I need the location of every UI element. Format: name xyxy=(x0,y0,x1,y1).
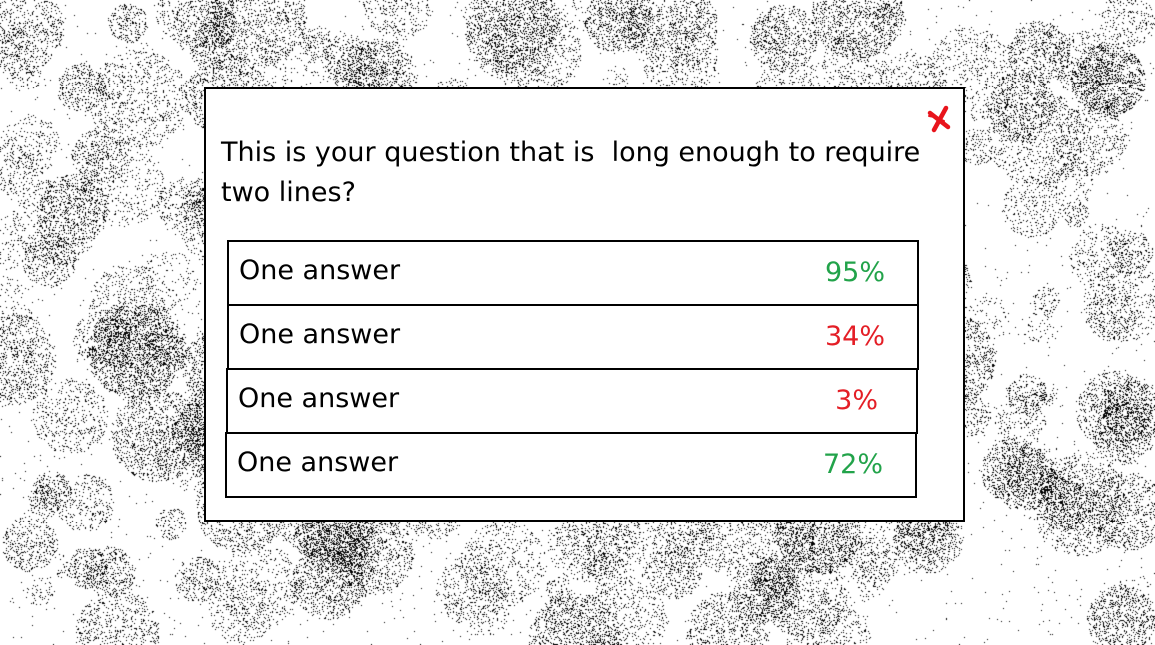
answer-option-4[interactable]: One answer 72% xyxy=(225,432,917,498)
answer-label: One answer xyxy=(237,447,399,478)
answer-percent: 34% xyxy=(824,321,885,352)
close-button[interactable] xyxy=(924,103,954,133)
question-text: This is your question that is long enoug… xyxy=(221,137,921,208)
answer-option-2[interactable]: One answer 34% xyxy=(227,304,919,370)
answer-percent: 95% xyxy=(824,257,885,288)
answer-label: One answer xyxy=(239,255,401,286)
answer-percent: 3% xyxy=(835,385,878,416)
answer-label: One answer xyxy=(238,383,400,414)
close-x-icon xyxy=(927,105,951,133)
poll-dialog: This is your question that is long enoug… xyxy=(204,87,965,522)
answer-label: One answer xyxy=(239,319,401,350)
answer-option-1[interactable]: One answer 95% xyxy=(227,240,919,306)
answer-percent: 72% xyxy=(822,449,883,480)
answer-option-3[interactable]: One answer 3% xyxy=(226,368,918,434)
